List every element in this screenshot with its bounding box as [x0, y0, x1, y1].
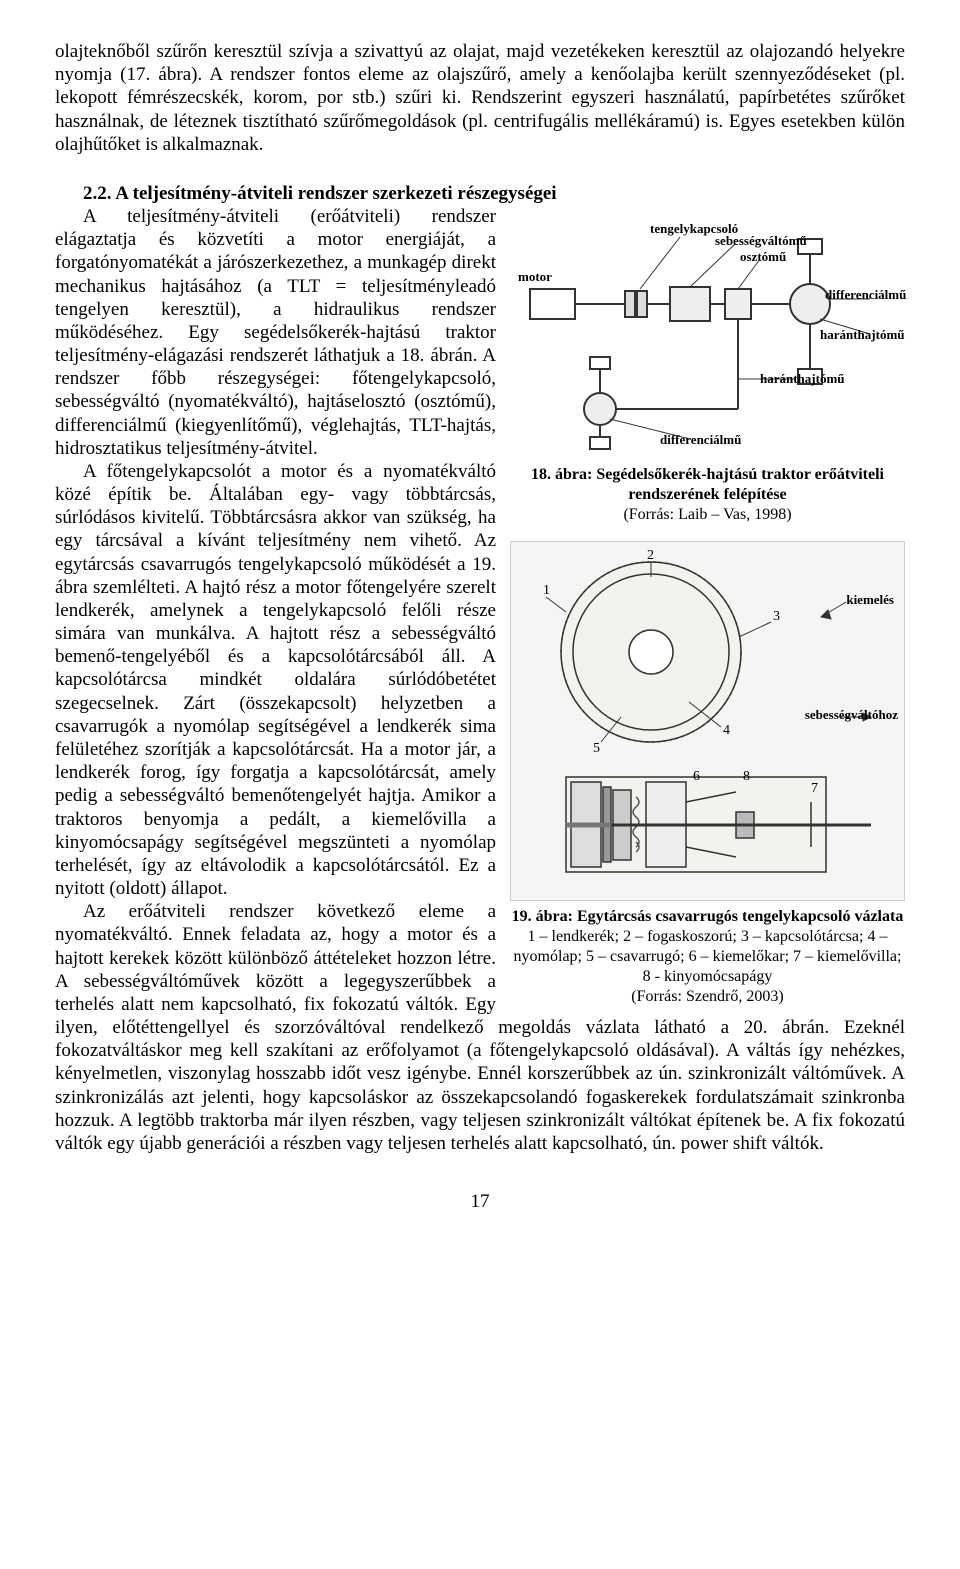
fig19-label-sebessegvaltohoz: sebességváltóhoz: [805, 707, 898, 723]
figure-19: 1 2 3 4 5 6 7 8 kiemelés sebességváltóho…: [510, 541, 905, 1007]
svg-text:3: 3: [773, 609, 780, 624]
svg-text:4: 4: [723, 723, 730, 738]
fig18-label-haranthajtomu: haránthajtómű: [820, 327, 905, 343]
figure-18-caption-title: 18. ábra: Segédelsőkerék-hajtású traktor…: [531, 466, 884, 503]
document-page: olajteknőből szűrőn keresztül szívja a s…: [0, 0, 960, 1233]
svg-text:7: 7: [811, 781, 818, 796]
figure-19-caption: 19. ábra: Egytárcsás csavarrugós tengely…: [510, 907, 905, 1007]
fig19-label-kiemeles: kiemelés: [846, 592, 894, 608]
svg-text:2: 2: [647, 548, 654, 563]
figure-19-caption-parts: 1 – lendkerék; 2 – fogaskoszorú; 3 – kap…: [514, 928, 902, 985]
fig18-label-differencialmu2: differenciálmű: [660, 432, 741, 448]
figure-19-diagram: 1 2 3 4 5 6 7 8 kiemelés sebességváltóho…: [510, 541, 905, 901]
figure-18-caption-source: (Forrás: Laib – Vas, 1998): [623, 506, 791, 523]
fig18-label-osztomu: osztómű: [740, 249, 786, 265]
fig18-label-sebessegvaltomu: sebességváltómű: [715, 233, 807, 249]
svg-text:1: 1: [543, 583, 550, 598]
fig18-label-motor: motor: [518, 269, 552, 285]
paragraph-1: olajteknőből szűrőn keresztül szívja a s…: [55, 40, 905, 156]
svg-text:5: 5: [593, 741, 600, 756]
section-heading-2-2: 2.2. A teljesítmény-átviteli rendszer sz…: [55, 182, 905, 205]
figure-18-caption: 18. ábra: Segédelsőkerék-hajtású traktor…: [510, 465, 905, 525]
fig18-label-haranthajtomu2: haránthajtómű: [760, 371, 845, 387]
svg-text:6: 6: [693, 769, 700, 784]
figure-18-diagram: motor tengelykapcsoló sebességváltómű os…: [510, 209, 905, 459]
figure-19-caption-source: (Forrás: Szendrő, 2003): [631, 988, 783, 1005]
figure-18: motor tengelykapcsoló sebességváltómű os…: [510, 209, 905, 525]
figure-19-caption-title: 19. ábra: Egytárcsás csavarrugós tengely…: [512, 908, 904, 925]
page-number: 17: [55, 1190, 905, 1213]
svg-text:8: 8: [743, 769, 750, 784]
fig18-label-differencialmu: differenciálmű: [825, 287, 906, 303]
